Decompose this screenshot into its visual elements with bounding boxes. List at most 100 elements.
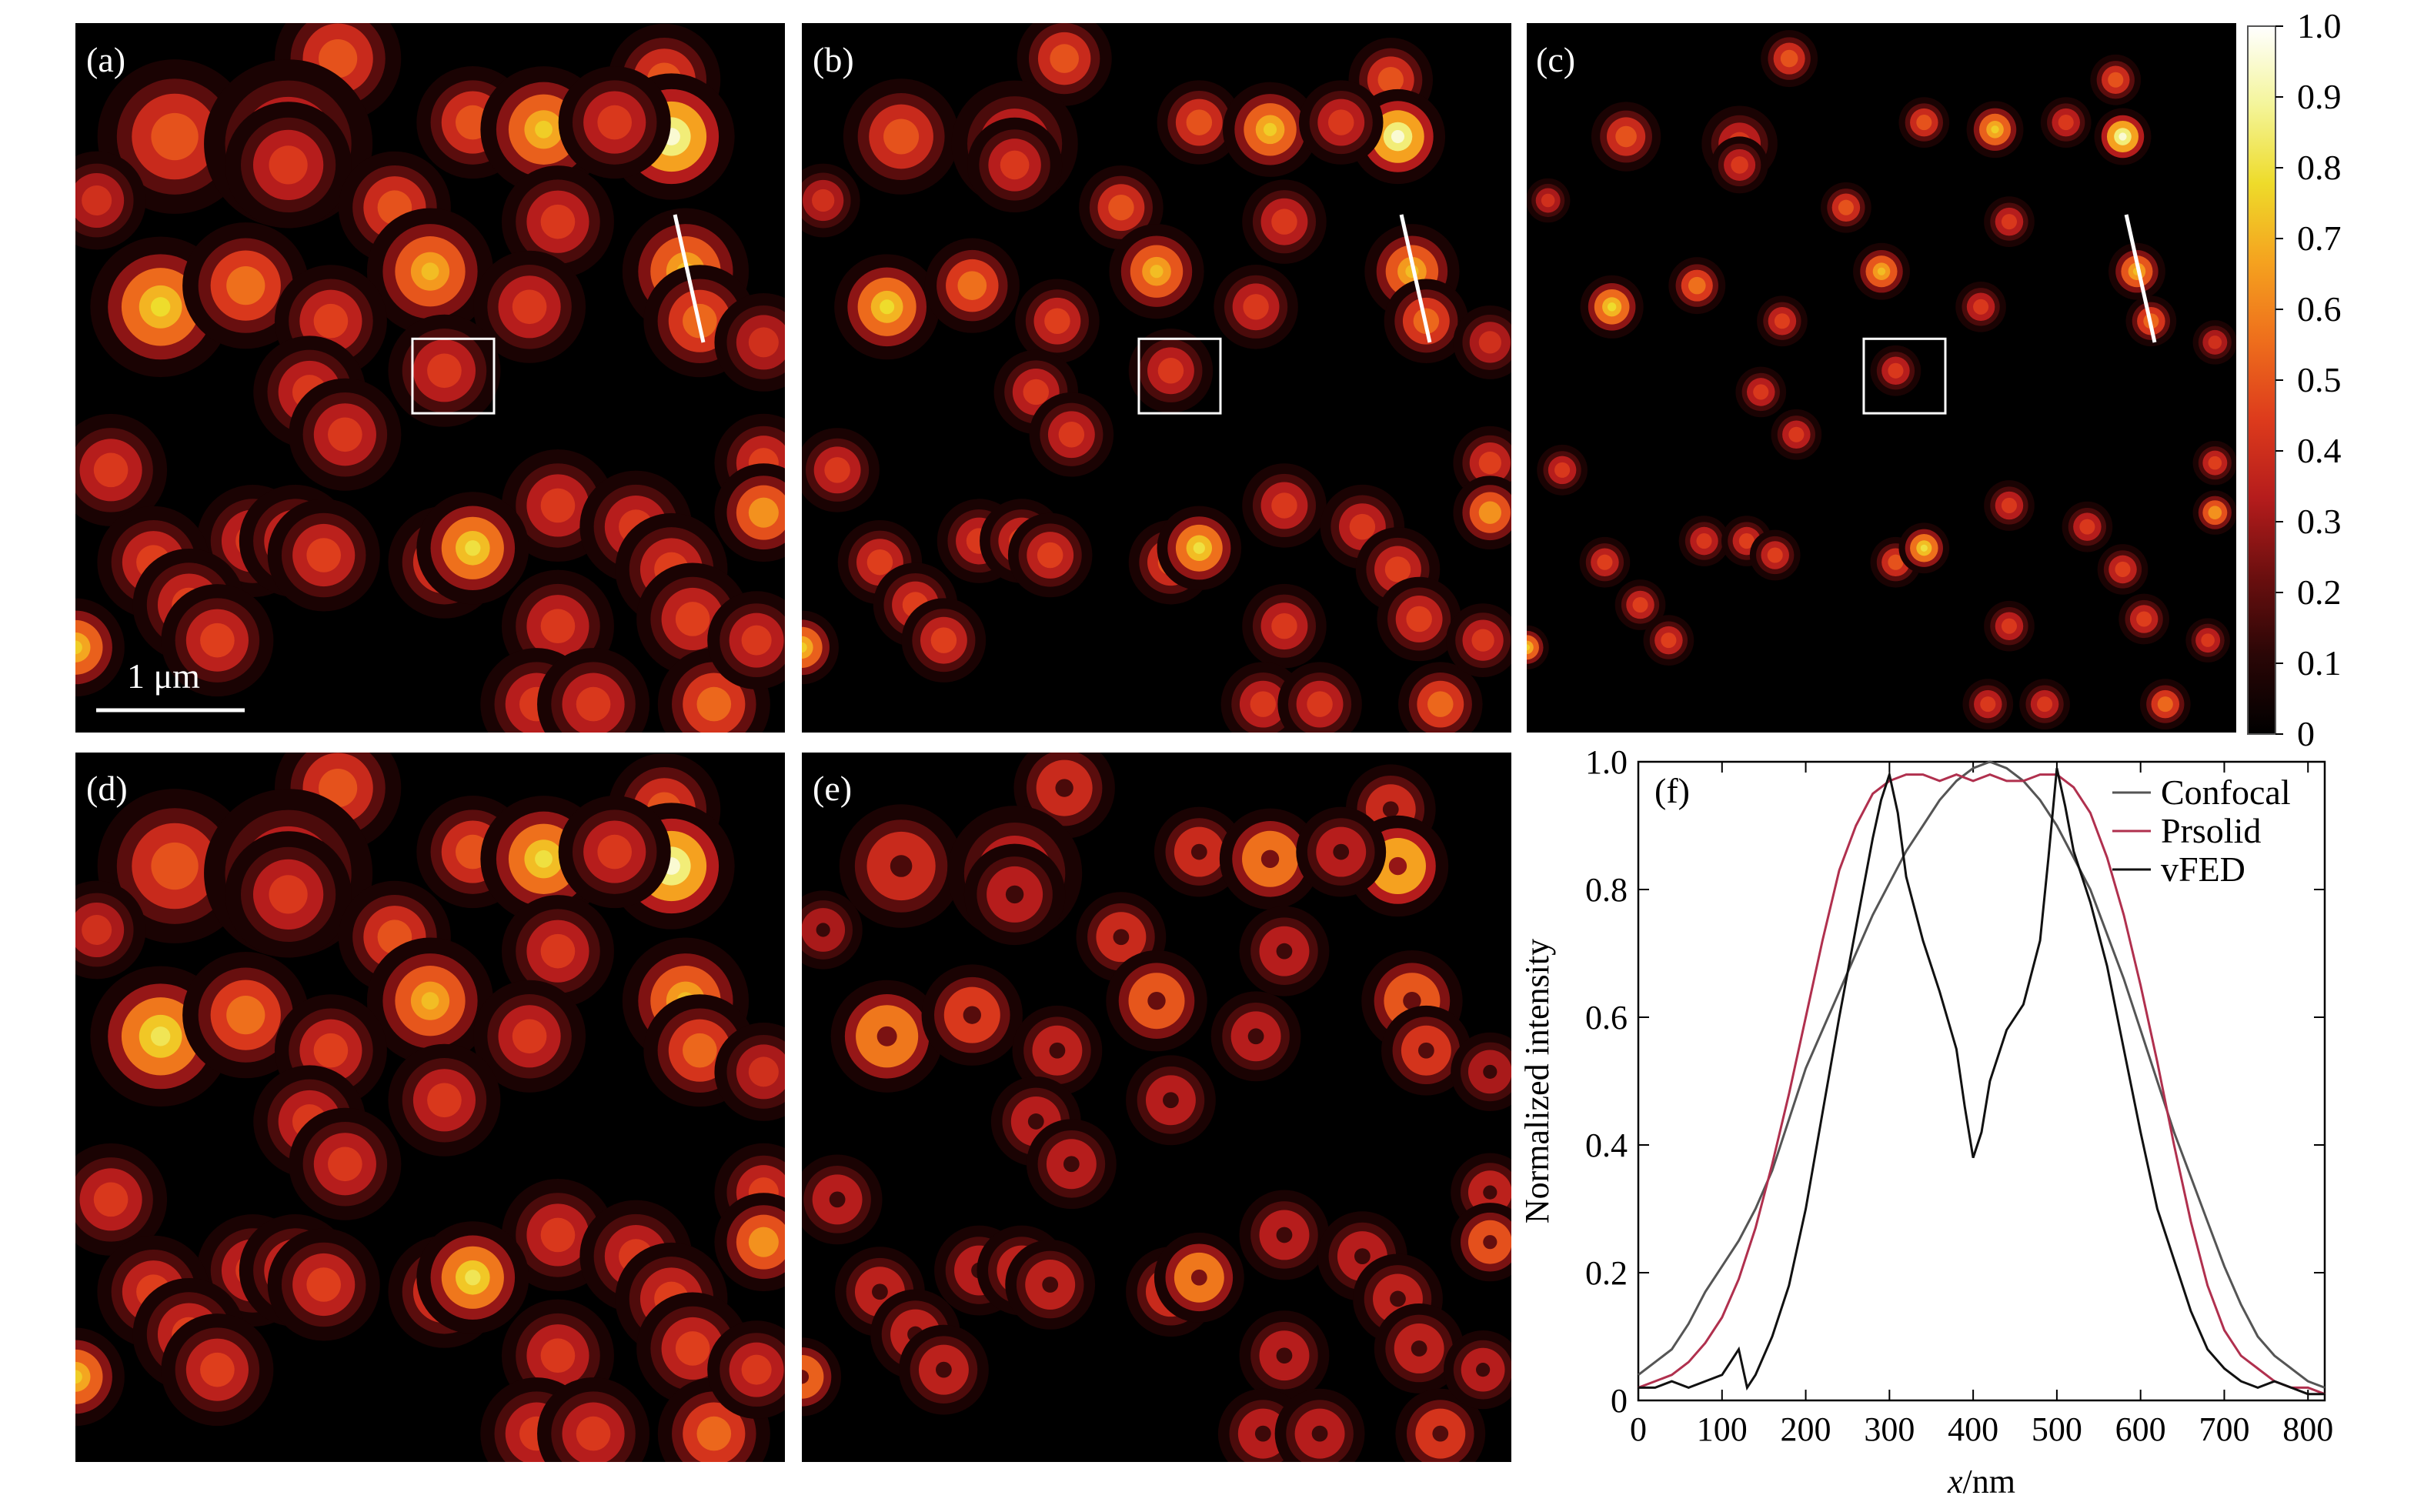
spot-core	[93, 1182, 129, 1217]
series-line-prsolid	[1638, 773, 2326, 1396]
x-tick-label: 100	[1697, 1410, 1748, 1448]
spot-core	[1541, 193, 1555, 208]
spot-core	[1774, 313, 1790, 329]
spot-core	[82, 914, 112, 946]
image-panel-e	[802, 753, 1511, 1462]
spot-peak	[1607, 302, 1617, 312]
spot-peak	[421, 262, 439, 281]
panel-label-e: (e)	[813, 769, 852, 808]
spot-peak	[150, 1026, 171, 1046]
spot-ring-center	[890, 855, 913, 877]
colorbar-tick-label: 1.0	[2297, 6, 2342, 45]
spot-core	[1250, 691, 1277, 717]
x-tick-label: 800	[2282, 1410, 2333, 1448]
spot-peak	[2118, 132, 2127, 141]
spot-core	[1888, 362, 1904, 379]
spot-core	[2037, 696, 2053, 713]
spot-core	[957, 271, 987, 300]
profile-line	[673, 214, 706, 343]
spot-ring-center	[816, 923, 830, 937]
colorbar-tick-label: 0.4	[2297, 431, 2342, 470]
spot-ring-center	[1382, 801, 1399, 818]
spot-core	[1527, 640, 1534, 655]
spot-core	[748, 1227, 779, 1257]
spot-ring-center	[1276, 943, 1293, 960]
spot-core	[597, 105, 633, 140]
spot-peak	[1193, 542, 1205, 554]
spot-core	[802, 636, 813, 659]
spot-peak	[421, 992, 439, 1010]
spot-ring-center	[1055, 779, 1073, 797]
colorbar-ticks: 1.0 0.9 0.8 0.7 0.6 0.5 0.4 0.3 0.2 0.1 0	[2275, 6, 2342, 753]
spot-core	[1058, 422, 1085, 448]
spot-core	[319, 768, 358, 808]
spot-core	[1788, 426, 1805, 442]
colorbar-tick-label: 0.1	[2297, 643, 2342, 683]
spot-core	[1044, 308, 1070, 334]
spot-core	[269, 875, 308, 914]
series-line-confocal	[1638, 760, 2326, 1389]
colorbar-tick-label: 0.8	[2297, 148, 2342, 187]
spot-core	[540, 1217, 576, 1253]
spot-ring-center	[1483, 1185, 1497, 1200]
x-axis-label-var: x	[1947, 1463, 1963, 1500]
x-tick-label: 0	[1630, 1410, 1647, 1448]
spot-core	[1731, 156, 1748, 174]
spot-core	[1973, 299, 1989, 315]
y-tick-label: 0.4	[1585, 1126, 1628, 1164]
spot-core	[540, 204, 576, 239]
spot-ring-center	[802, 1370, 810, 1384]
spot-core	[540, 488, 576, 523]
spot-core	[313, 1033, 349, 1068]
spot-peak	[465, 1270, 481, 1286]
spot-core	[1838, 199, 1854, 215]
spot-core	[1478, 451, 1501, 475]
spot-ring-center	[1390, 1290, 1406, 1307]
spot-ring-center	[1432, 1425, 1449, 1442]
spot-core	[1243, 294, 1269, 320]
spot-ring-center	[1190, 843, 1207, 860]
spot-core	[1597, 554, 1613, 570]
spot-ring-center	[1483, 1064, 1497, 1079]
panel-label-c: (c)	[1536, 40, 1575, 79]
spot-core	[1327, 109, 1354, 135]
panel-label-d: (d)	[86, 769, 128, 808]
colorbar-tick-label: 0	[2297, 714, 2315, 753]
image-panel-a	[75, 23, 785, 733]
spot-core	[1916, 115, 1932, 131]
spot-core	[683, 1033, 717, 1068]
spot-body	[802, 1354, 824, 1399]
spot-core	[1000, 150, 1030, 180]
spot-ring-center	[1042, 1277, 1059, 1293]
spot-core	[328, 1147, 362, 1182]
spot-core	[812, 189, 835, 212]
spot-core	[82, 185, 112, 216]
spot-core	[1271, 209, 1297, 235]
spot-core	[2208, 506, 2222, 519]
spot-peak	[535, 120, 553, 139]
spot-core	[930, 627, 957, 653]
spot-core	[1037, 542, 1063, 569]
region-box	[411, 337, 496, 415]
spot-peak	[1991, 125, 1999, 134]
spot-core	[2058, 115, 2074, 131]
image-panel-b	[802, 23, 1511, 733]
spot-core	[540, 1338, 576, 1373]
spot-peak	[1920, 544, 1928, 552]
spot-core	[2001, 497, 2018, 514]
colorbar-tick-label: 0.7	[2297, 219, 2342, 258]
spot-ring-center	[1254, 1425, 1271, 1442]
spot-ring-center	[1403, 992, 1421, 1010]
spot-core	[1271, 492, 1297, 519]
colorbar-tick-label: 0.2	[2297, 572, 2342, 612]
spot-core	[748, 497, 779, 528]
spot-core	[200, 622, 235, 658]
region-box	[1137, 337, 1222, 415]
spot-core	[1108, 194, 1134, 221]
spot-core	[597, 834, 633, 869]
spot-peak	[1877, 267, 1886, 275]
spot-peak	[1527, 644, 1530, 651]
y-tick-label: 0.8	[1585, 871, 1628, 909]
spot-core	[741, 1354, 772, 1385]
spot-core	[269, 145, 308, 185]
